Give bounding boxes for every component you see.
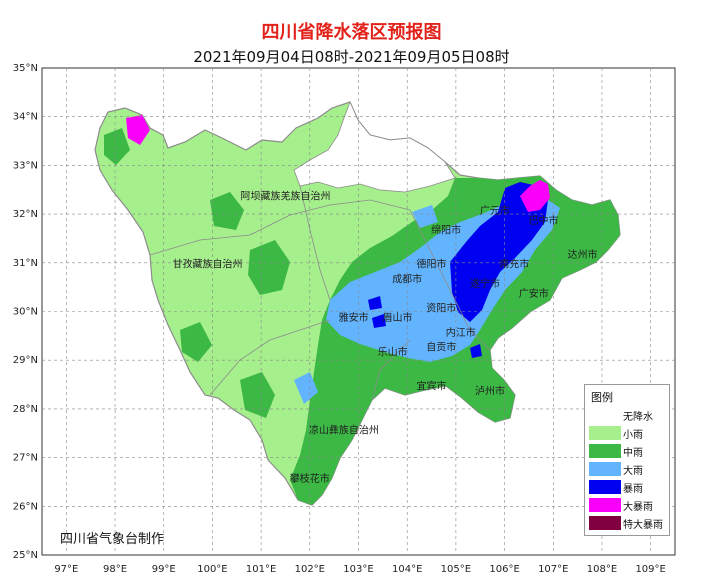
city-label: 自贡市 <box>426 340 456 353</box>
city-label: 宜宾市 <box>417 379 447 392</box>
legend-label: 大暴雨 <box>623 502 653 513</box>
legend-item: 无降水 <box>589 407 667 423</box>
city-label: 巴中市 <box>529 214 559 227</box>
legend: 图例 无降水小雨中雨大雨暴雨大暴雨特大暴雨 <box>584 384 670 536</box>
legend-label: 大雨 <box>623 466 643 477</box>
city-label: 成都市 <box>392 272 422 285</box>
city-label: 眉山市 <box>382 311 412 324</box>
legend-swatch <box>589 426 621 440</box>
region-moderate-rain-west3 <box>180 322 212 362</box>
legend-swatch <box>589 498 621 512</box>
region-moderate-rain-north <box>104 128 130 165</box>
legend-item: 大雨 <box>589 461 667 477</box>
lat-tick-label: 31°N <box>13 258 38 269</box>
legend-swatch <box>589 444 621 458</box>
city-label: 遂宁市 <box>470 277 500 290</box>
region-moderate-rain-west4 <box>240 372 275 418</box>
lat-tick-label: 32°N <box>13 209 38 220</box>
region-heavy-rain-north <box>412 205 438 228</box>
lon-tick-label: 98°E <box>103 564 127 575</box>
region-moderate-rain-west1 <box>210 192 244 230</box>
city-label: 绵阳市 <box>431 224 461 237</box>
lon-tick-label: 99°E <box>152 564 176 575</box>
legend-item: 中雨 <box>589 443 667 459</box>
city-label: 凉山彝族自治州 <box>309 423 379 436</box>
city-label: 德阳市 <box>417 258 447 271</box>
region-heavy-rainstorm <box>520 180 550 212</box>
region-moderate-rain-west2 <box>248 240 290 295</box>
lat-tick-label: 28°N <box>13 404 38 415</box>
region-rainstorm-small1 <box>368 296 382 310</box>
city-label: 南充市 <box>499 258 529 271</box>
city-label: 乐山市 <box>378 345 408 358</box>
lon-tick-label: 97°E <box>54 564 78 575</box>
city-label: 攀枝花市 <box>290 472 330 485</box>
legend-swatch <box>589 516 621 530</box>
producer-credit: 四川省气象台制作 <box>60 532 165 547</box>
lon-tick-label: 101°E <box>246 564 276 575</box>
legend-item: 小雨 <box>589 425 667 441</box>
legend-label: 特大暴雨 <box>623 520 663 531</box>
legend-swatch <box>589 462 621 476</box>
city-label: 广元市 <box>480 204 510 217</box>
city-label: 雅安市 <box>339 311 369 324</box>
admin-boundaries <box>149 185 491 401</box>
lon-tick-label: 103°E <box>343 564 373 575</box>
lat-tick-label: 27°N <box>13 453 38 464</box>
legend-swatch <box>589 480 621 494</box>
region-rainstorm <box>450 182 548 322</box>
region-heavy-rainstorm-north <box>126 115 150 145</box>
city-label: 阿坝藏族羌族自治州 <box>240 189 330 202</box>
lat-tick-label: 26°N <box>13 501 38 512</box>
city-label: 内江市 <box>446 326 476 339</box>
latitude-labels: 35°N 34°N 33°N 32°N 31°N 30°N 29°N 28°N 27°N 26°N… <box>13 63 38 561</box>
longitude-labels: 97°E 98°E 99°E 100°E 101°E 102°E 103°E 104°E 105… <box>54 564 666 575</box>
map-title: 四川省降水落区预报图 <box>261 22 442 43</box>
lat-tick-label: 30°N <box>13 307 38 318</box>
city-label: 广安市 <box>519 287 549 300</box>
legend-label: 暴雨 <box>623 484 643 495</box>
lon-tick-label: 107°E <box>538 564 568 575</box>
lat-tick-label: 29°N <box>13 355 38 366</box>
lon-tick-label: 105°E <box>441 564 471 575</box>
city-label: 泸州市 <box>475 384 505 397</box>
lon-tick-label: 102°E <box>295 564 325 575</box>
lon-tick-label: 106°E <box>489 564 519 575</box>
region-heavy-rain-south <box>294 372 318 404</box>
legend-swatch <box>589 408 621 422</box>
legend-label: 中雨 <box>623 448 643 459</box>
lon-tick-label: 108°E <box>587 564 617 575</box>
region-no-rain <box>293 100 456 193</box>
lon-tick-label: 100°E <box>197 564 227 575</box>
lat-tick-label: 34°N <box>13 112 38 123</box>
legend-title: 图例 <box>591 391 613 404</box>
city-label: 甘孜藏族自治州 <box>173 258 243 271</box>
legend-item: 暴雨 <box>589 479 667 495</box>
lon-tick-label: 109°E <box>635 564 665 575</box>
region-rainstorm-small3 <box>470 344 482 358</box>
legend-item: 大暴雨 <box>589 497 667 513</box>
legend-label: 无降水 <box>623 412 653 423</box>
lat-tick-label: 33°N <box>13 160 38 171</box>
map-subtitle: 2021年09月04日08时-2021年09月05日08时 <box>193 48 510 66</box>
lon-tick-label: 104°E <box>392 564 422 575</box>
legend-label: 小雨 <box>623 430 643 441</box>
city-label: 资阳市 <box>426 302 456 315</box>
lat-tick-label: 35°N <box>13 63 38 74</box>
region-rainstorm-small2 <box>372 314 386 328</box>
city-label: 达州市 <box>567 248 597 261</box>
legend-item: 特大暴雨 <box>589 515 667 531</box>
lat-tick-label: 25°N <box>13 550 38 561</box>
